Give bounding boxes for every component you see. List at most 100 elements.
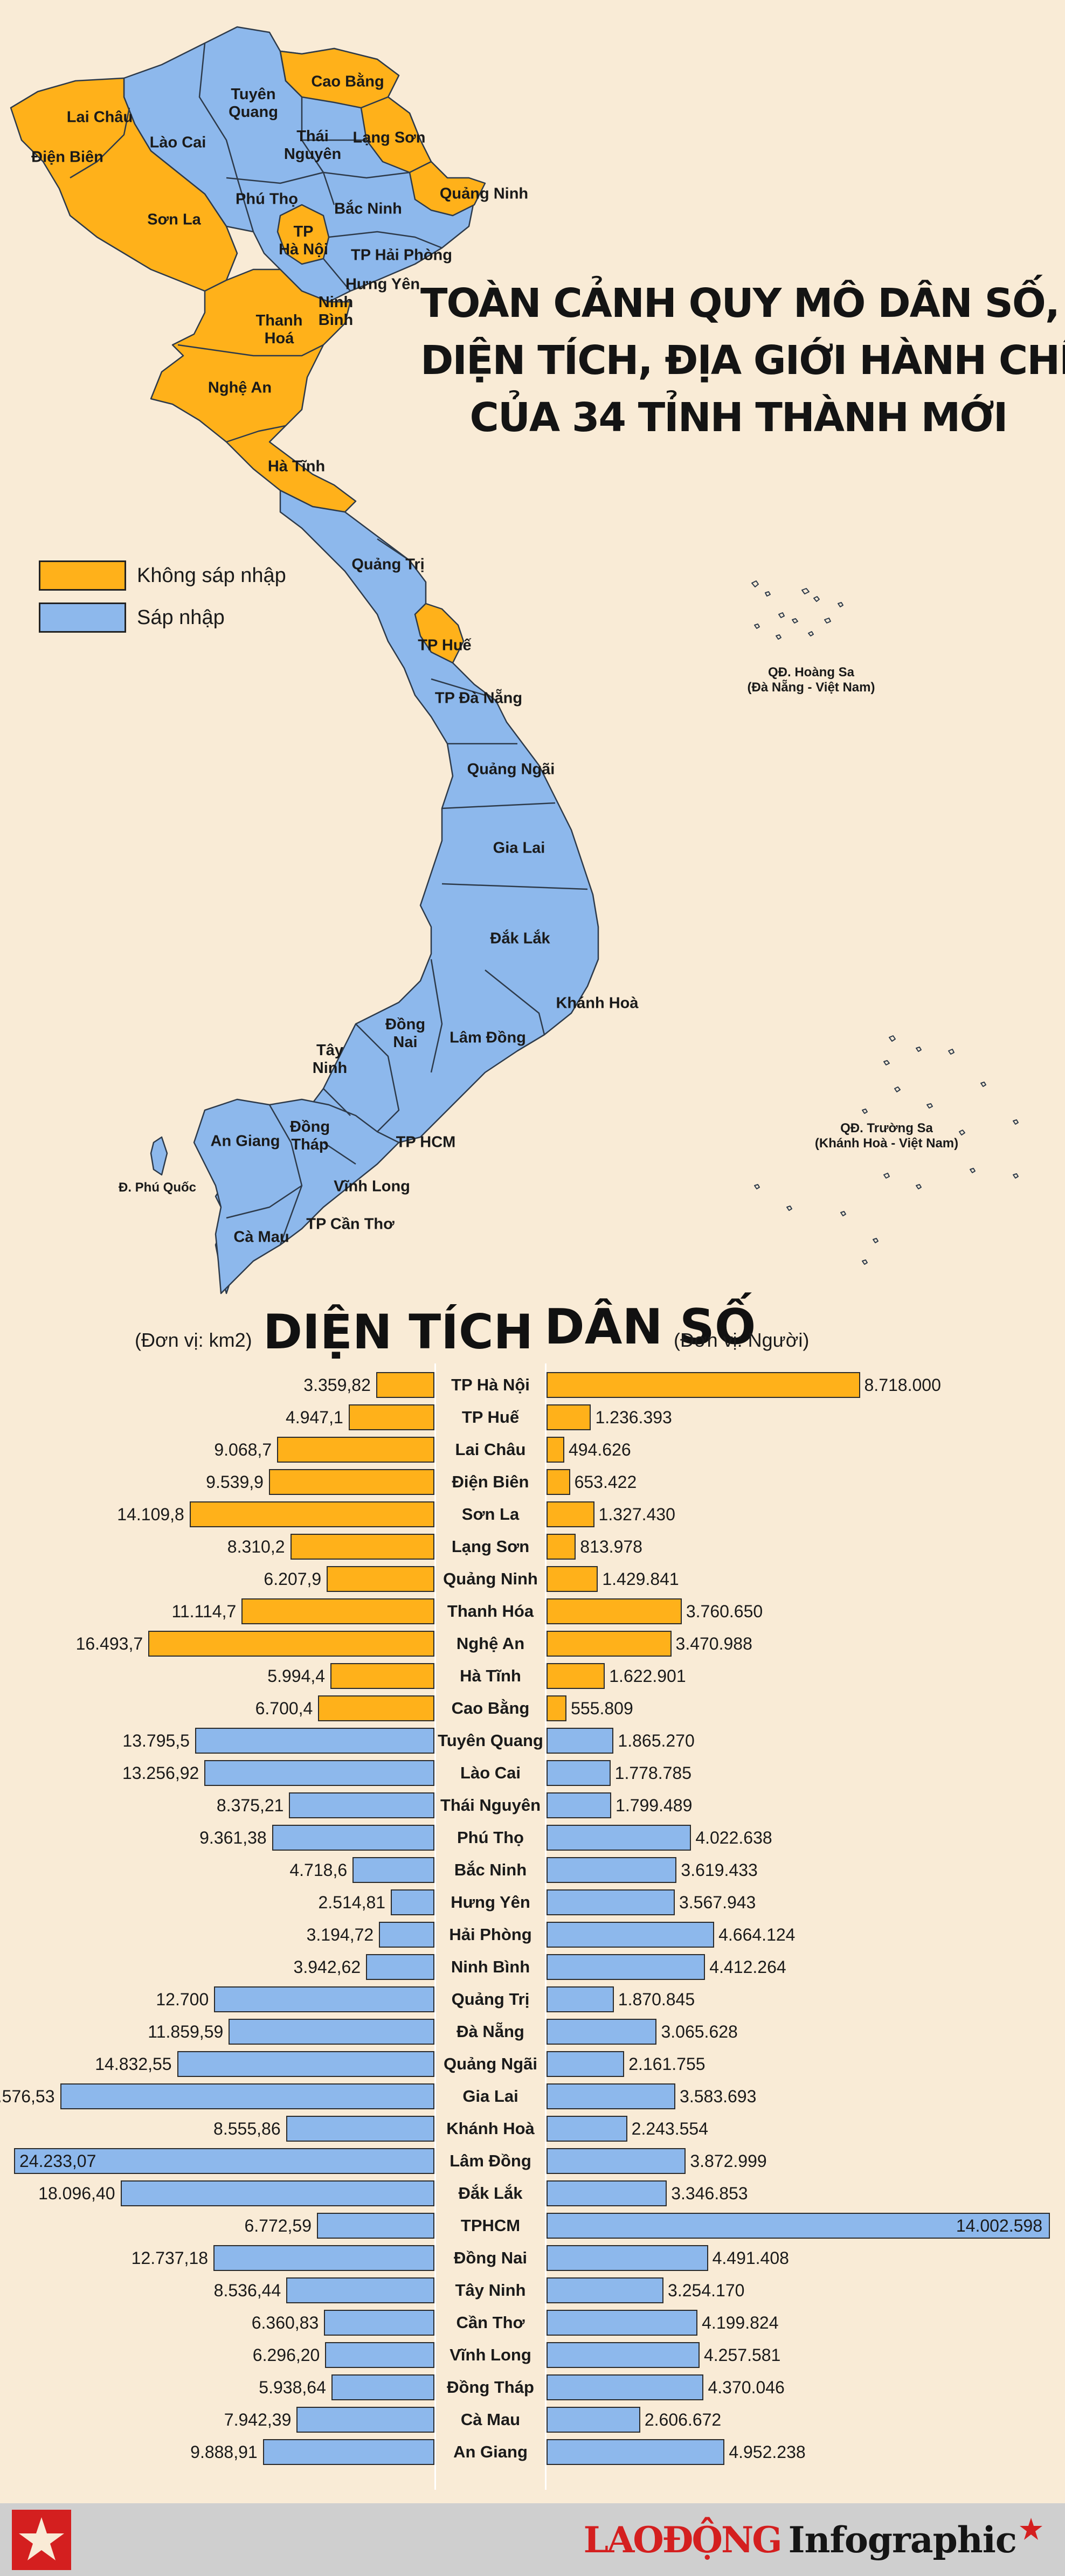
area-bar [327, 1566, 434, 1592]
population-value-label: 1.236.393 [595, 1408, 672, 1427]
page-title: TOÀN CẢNH QUY MÔ DÂN SỐ, DIỆN TÍCH, ĐỊA … [420, 275, 1065, 446]
area-value-label: 18.096,40 [38, 2184, 115, 2203]
map-label-tp-hcm: TP HCM [396, 1133, 456, 1151]
province-name: Tây Ninh [455, 2281, 526, 2300]
area-value-label: 6.296,20 [252, 2345, 320, 2365]
province-name: TP Huế [461, 1408, 520, 1427]
area-value-label: 4.718,6 [289, 1860, 348, 1880]
chart-row: 4.947,1 TP Huế 1.236.393 [0, 1401, 1065, 1434]
map-label-tay-ninh: Tây Ninh [312, 1042, 348, 1077]
area-bar [331, 2374, 434, 2400]
province-name: Lai Châu [455, 1440, 526, 1459]
chart-center-divider-right [545, 1363, 547, 2490]
map-label-phu-tho: Phú Thọ [236, 190, 298, 208]
chart-row: 12.700 Quảng Trị 1.870.845 [0, 1983, 1065, 2016]
northwest-unmerged-region [10, 77, 238, 292]
province-name: Nghệ An [456, 1634, 525, 1653]
area-value-label: 12.700 [156, 1990, 209, 2009]
map-label-dak-lak: Đắk Lắk [490, 930, 550, 947]
area-value-label: 11.114,7 [171, 1602, 237, 1621]
population-bar [547, 1404, 591, 1430]
province-name: Đồng Nai [453, 2248, 528, 2267]
map-label-can-tho: TP Cần Thơ [306, 1215, 395, 1233]
province-name: Hà Tĩnh [460, 1666, 521, 1685]
map-label-tuyen-quang: Tuyên Quang [229, 86, 278, 121]
chart-row: 11.859,59 Đà Nẵng 3.065.628 [0, 2016, 1065, 2048]
area-bar [348, 1404, 434, 1430]
map-label-ca-mau: Cà Mau [233, 1228, 289, 1246]
population-bar [547, 1663, 605, 1689]
population-bar [547, 1695, 567, 1721]
chart-row: 2.514,81 Hưng Yên 3.567.943 [0, 1886, 1065, 1919]
legend-merged-swatch [39, 603, 126, 633]
population-value-label: 494.626 [568, 1440, 631, 1459]
area-value-label: 5.994,4 [267, 1666, 326, 1686]
chart-row: 14.832,55 Quảng Ngãi 2.161.755 [0, 2048, 1065, 2080]
population-value-label: 3.583.693 [680, 2087, 757, 2106]
population-value-label: 1.870.845 [618, 1990, 695, 2009]
legend-unmerged-label: Không sáp nhập [137, 564, 286, 587]
map-label-quang-ninh: Quảng Ninh [439, 185, 529, 203]
footer: LAOĐỘNG Infographic [0, 2503, 1065, 2576]
chart-row: 6.360,83 Cần Thơ 4.199.824 [0, 2307, 1065, 2339]
area-bar [195, 1728, 434, 1754]
population-value-label: 1.778.785 [614, 1763, 691, 1783]
province-name: Thanh Hóa [447, 1602, 534, 1621]
province-name: Quảng Ngãi [444, 2054, 537, 2073]
legend-merged-label: Sáp nhập [137, 606, 225, 629]
chart-row: 9.361,38 Phú Thọ 4.022.638 [0, 1822, 1065, 1854]
population-value-label: 14.002.598 [956, 2216, 1042, 2235]
phu-quoc-island [150, 1136, 168, 1176]
chart-center-divider-left [434, 1363, 436, 2490]
population-value-label: 4.370.046 [708, 2378, 785, 2397]
area-value-label: 9.539,9 [206, 1472, 264, 1492]
province-name: Ninh Bình [451, 1957, 530, 1976]
area-value-label: 6.360,83 [251, 2313, 319, 2332]
chart-row: 3.942,62 Ninh Bình 4.412.264 [0, 1951, 1065, 1983]
hue-region [414, 603, 465, 664]
population-bar [547, 1954, 706, 1980]
chart-row: 9.888,91 An Giang 4.952.238 [0, 2436, 1065, 2468]
area-bar [289, 1792, 434, 1818]
province-name: TP Hà Nội [451, 1375, 530, 1394]
area-bar [296, 2407, 434, 2433]
chart-row: 7.942,39 Cà Mau 2.606.672 [0, 2404, 1065, 2436]
area-bar [189, 1501, 434, 1527]
map-label-lang-son: Lạng Sơn [352, 129, 426, 147]
title-line-2: DIỆN TÍCH, ĐỊA GIỚI HÀNH CHÍNH [420, 337, 1065, 384]
chart-row: 13.795,5 Tuyên Quang 1.865.270 [0, 1725, 1065, 1757]
province-name: Khánh Hoà [446, 2119, 535, 2138]
area-bar [120, 2180, 434, 2206]
area-bar [324, 2310, 434, 2336]
population-bar [547, 2439, 725, 2465]
area-value-label: 3.942,62 [293, 1957, 361, 1977]
chart-row: 4.718,6 Bắc Ninh 3.619.433 [0, 1854, 1065, 1886]
chart-row: 3.359,82 TP Hà Nội 8.718.000 [0, 1369, 1065, 1401]
area-value-label: 8.555,86 [213, 2119, 281, 2138]
population-value-label: 4.412.264 [709, 1957, 786, 1977]
chart-row: 12.737,18 Đồng Nai 4.491.408 [0, 2242, 1065, 2274]
province-name: Quảng Trị [451, 1990, 530, 2009]
area-bar [376, 1372, 434, 1398]
area-value-label: 6.772,59 [244, 2216, 312, 2235]
chart-row: 11.114,7 Thanh Hóa 3.760.650 [0, 1595, 1065, 1628]
population-bar [547, 1760, 611, 1786]
chart-row: 18.096,40 Đắk Lắk 3.346.853 [0, 2177, 1065, 2210]
map-label-hung-yen: Hưng Yên [345, 275, 420, 293]
map-label-hoang-sa: QĐ. Hoàng Sa (Đà Nẵng - Việt Nam) [747, 665, 875, 695]
population-bar [547, 2310, 698, 2336]
province-name: Sơn La [461, 1505, 520, 1524]
map-label-dong-nai: Đồng Nai [385, 1016, 426, 1051]
legend-unmerged: Không sáp nhập [39, 559, 286, 592]
area-value-label: 9.888,91 [190, 2442, 258, 2462]
population-value-label: 1.622.901 [609, 1666, 686, 1686]
chart-row: 24.233,07 Lâm Đồng 3.872.999 [0, 2145, 1065, 2177]
population-value-label: 4.257.581 [703, 2345, 781, 2365]
population-bar [547, 1566, 598, 1592]
chart-row: 16.493,7 Nghệ An 3.470.988 [0, 1628, 1065, 1660]
area-bar [272, 1825, 434, 1851]
map-label-gia-lai: Gia Lai [493, 839, 545, 857]
chart-row: 6.772,59 TPHCM 14.002.598 [0, 2210, 1065, 2242]
chart-row: 6.296,20 Vĩnh Long 4.257.581 [0, 2339, 1065, 2371]
population-bar [547, 1372, 860, 1398]
